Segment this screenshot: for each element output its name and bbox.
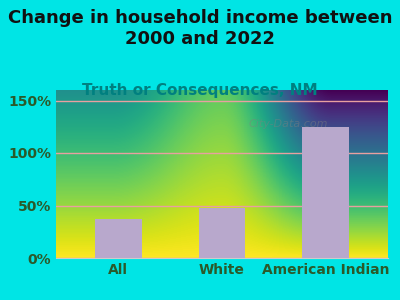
Text: Truth or Consequences, NM: Truth or Consequences, NM — [82, 82, 318, 98]
Text: City-Data.com: City-Data.com — [249, 118, 328, 129]
Bar — [302, 127, 349, 258]
Bar — [95, 219, 142, 258]
Bar — [199, 208, 245, 258]
Text: Change in household income between
2000 and 2022: Change in household income between 2000 … — [8, 9, 392, 48]
